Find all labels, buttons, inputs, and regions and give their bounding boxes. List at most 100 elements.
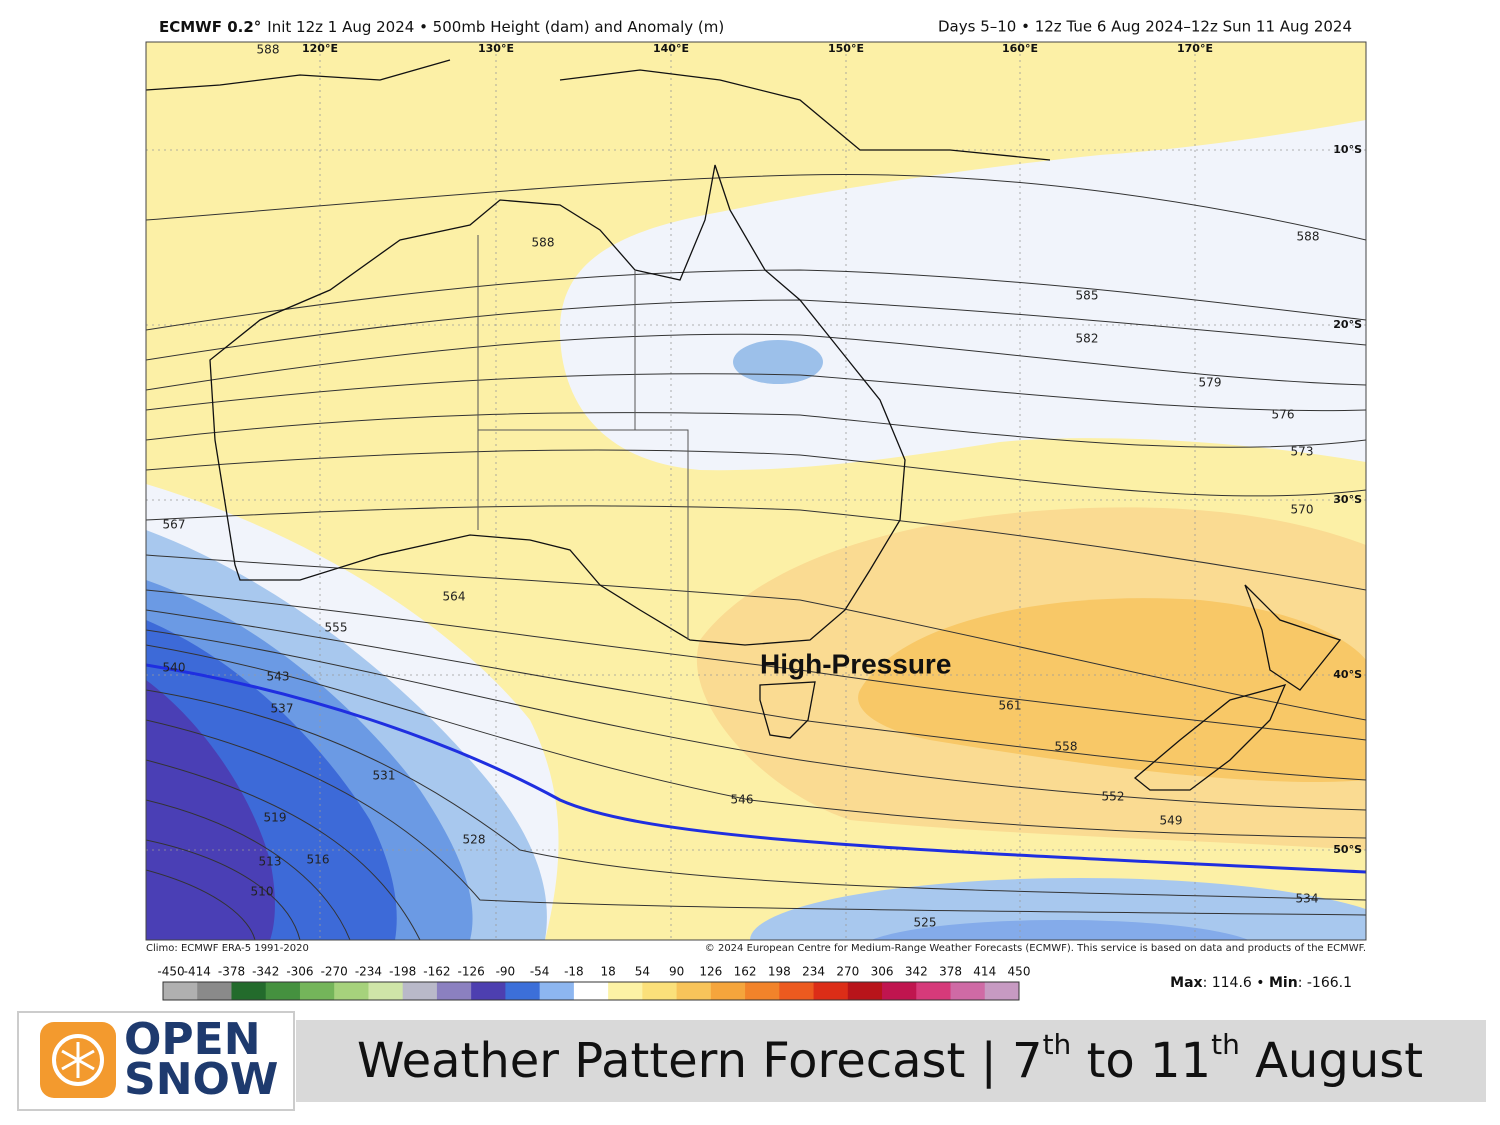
colorbar-swatch: [642, 982, 678, 1000]
contour-label: 564: [443, 590, 466, 604]
colorbar-swatch: [265, 982, 301, 1000]
colorbar-tick: 450: [1008, 965, 1031, 979]
colorbar-swatch: [608, 982, 643, 1000]
colorbar-swatch: [916, 982, 952, 1000]
colorbar-tick: 378: [939, 965, 962, 979]
contour-label: 582: [1076, 332, 1099, 346]
colorbar-tick: -342: [252, 965, 279, 979]
stat-label: Max: [1170, 975, 1202, 991]
latitude-label: 20°S: [1333, 318, 1362, 331]
colorbar-swatch: [505, 982, 541, 1000]
contour-label: 573: [1291, 445, 1314, 459]
contour-label: 570: [1291, 503, 1314, 517]
map: 588 588 588 585 582 579 576 573 570 567 564 561 558 5…: [146, 42, 1366, 940]
colorbar-swatch: [436, 982, 472, 1000]
contour-label: 561: [999, 699, 1022, 713]
contour-label: 528: [463, 833, 486, 847]
colorbar-tick: -270: [321, 965, 348, 979]
stat-value: : -166.1: [1298, 975, 1352, 991]
contour-label: 534: [1296, 892, 1319, 906]
colorbar-tick: 162: [734, 965, 757, 979]
contour-label: 525: [914, 916, 937, 930]
colorbar: -450 -414 -378 -342 -306 -270 -234 -198 -162 -126…: [157, 965, 1030, 1001]
title-sup: th: [1211, 1028, 1240, 1061]
coastlines: [146, 59, 1342, 791]
contour-label: 513: [259, 855, 282, 869]
contour-label: 510: [251, 885, 274, 899]
colorbar-swatch: [334, 982, 369, 1000]
colorbar-swatch: [539, 982, 575, 1000]
colorbar-swatch: [882, 982, 917, 1000]
title-part: Weather Pattern Forecast | 7: [357, 1033, 1043, 1089]
colorbar-tick: -234: [355, 965, 382, 979]
colorbar-tick: -450: [157, 965, 184, 979]
latitude-label: 40°S: [1333, 668, 1362, 681]
longitude-label: 120°E: [302, 42, 338, 55]
colorbar-swatch: [231, 982, 267, 1000]
colorbar-tick: 414: [973, 965, 996, 979]
contour-label: 519: [264, 811, 287, 825]
colorbar-swatch: [163, 982, 198, 1000]
colorbar-tick: -18: [564, 965, 584, 979]
contour-label: 585: [1076, 289, 1099, 303]
colorbar-frame: [162, 981, 1020, 1001]
logo-icon: [52, 1034, 104, 1086]
colorbar-tick: 306: [871, 965, 894, 979]
contours: [146, 173, 1366, 940]
colorbar-swatch: [471, 982, 506, 1000]
map-frame: [145, 41, 1367, 941]
latitude-label: 50°S: [1333, 843, 1362, 856]
colorbar-tick: -306: [286, 965, 313, 979]
colorbar-swatch: [984, 982, 1020, 1000]
colorbar-tick: 54: [635, 965, 650, 979]
logo-icon: [61, 1042, 95, 1078]
longitude-label: 140°E: [653, 42, 689, 55]
contour-label: 588: [532, 236, 555, 250]
longitude-label: 170°E: [1177, 42, 1213, 55]
colorbar-swatch: [813, 982, 849, 1000]
contour-label: 546: [731, 793, 754, 807]
contour-label: 516: [307, 853, 330, 867]
colorbar-tick: 270: [836, 965, 859, 979]
colorbar-tick: 234: [802, 965, 825, 979]
contour-label: 531: [373, 769, 396, 783]
subtitle: Init 12z 1 Aug 2024 • 500mb Height (dam)…: [267, 18, 724, 36]
stat-value: : 114.6 •: [1203, 975, 1269, 991]
colorbar-tick: 198: [768, 965, 791, 979]
copyright: © 2024 European Centre for Medium-Range …: [705, 943, 1366, 954]
banner-title: Weather Pattern Forecast | 7th to 11th A…: [357, 1028, 1423, 1089]
colorbar-swatch: [676, 982, 712, 1000]
contour-label: 549: [1160, 814, 1183, 828]
colorbar-swatch: [368, 982, 404, 1000]
header: ECMWF 0.2° Init 12z 1 Aug 2024 • 500mb He…: [159, 18, 724, 36]
model: ECMWF 0.2°: [159, 18, 261, 36]
logo-text: SNOW: [124, 1054, 278, 1105]
colorbar-swatch: [299, 982, 335, 1000]
title-part: August: [1240, 1033, 1423, 1089]
stat-label: Min: [1269, 975, 1298, 991]
contour-label: 588: [1297, 230, 1320, 244]
contour-label: 543: [267, 670, 290, 684]
colorbar-swatch: [573, 982, 609, 1000]
contour-label: 555: [325, 621, 348, 635]
longitude-label: 160°E: [1002, 42, 1038, 55]
colorbar-tick: 126: [699, 965, 722, 979]
valid-time: Days 5–10 • 12z Tue 6 Aug 2024–12z Sun 1…: [938, 18, 1352, 36]
colorbar-tick: -198: [389, 965, 416, 979]
latitude-label: 30°S: [1333, 493, 1362, 506]
contour-label: 558: [1055, 740, 1078, 754]
colorbar-swatch: [779, 982, 815, 1000]
colorbar-tick: -126: [458, 965, 485, 979]
contour-label: 567: [163, 518, 186, 532]
colorbar-tick: -162: [423, 965, 450, 979]
annotation: High-Pressure: [760, 648, 951, 679]
title-part: to 11: [1071, 1033, 1211, 1089]
contour-label: 588: [257, 43, 280, 57]
colorbar-swatch: [847, 982, 883, 1000]
contour-label: 576: [1272, 408, 1295, 422]
latitude-label: 10°S: [1333, 143, 1362, 156]
colorbar-swatch: [950, 982, 986, 1000]
title-sup: th: [1043, 1028, 1072, 1061]
colorbar-swatch: [710, 982, 746, 1000]
colorbar-swatch: [197, 982, 232, 1000]
